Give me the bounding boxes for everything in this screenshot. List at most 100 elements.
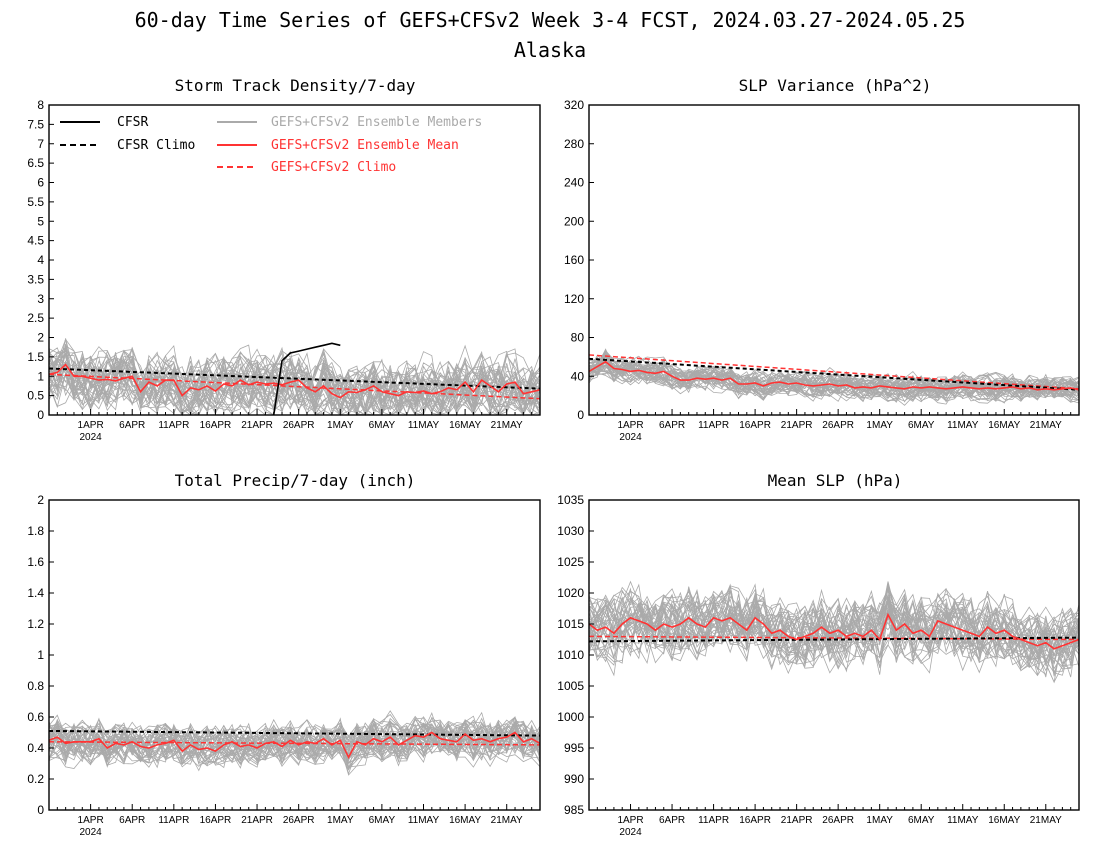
y-tick-label: 120 — [564, 292, 584, 306]
panel-title-slp-variance: SLP Variance (hPa^2) — [739, 76, 932, 95]
ensemble-member-line — [588, 594, 1080, 665]
x-tick-label: 1MAY — [866, 815, 893, 826]
x-tick-label: 1APR — [617, 420, 643, 431]
x-year-label: 2024 — [619, 432, 642, 443]
y-tick-label: 1035 — [557, 493, 584, 507]
y-tick-label: 2 — [37, 493, 44, 507]
x-tick-label: 6MAY — [908, 420, 935, 431]
ensemble-member-line — [588, 599, 1080, 665]
legend-cfsr-label: CFSR — [117, 115, 148, 130]
y-tick-label: 240 — [564, 176, 584, 190]
ensemble-member-line — [588, 590, 1080, 677]
ensemble-member-line — [588, 588, 1080, 684]
y-tick-label: 3 — [37, 292, 44, 306]
x-year-label: 2024 — [619, 827, 642, 838]
y-tick-label: 1.6 — [27, 555, 44, 569]
y-tick-label: 0 — [577, 408, 584, 422]
x-tick-label: 11MAY — [947, 420, 979, 431]
y-tick-label: 7 — [37, 137, 44, 151]
x-tick-label: 21APR — [241, 420, 273, 431]
figure-title: 60-day Time Series of GEFS+CFSv2 Week 3-… — [135, 8, 966, 32]
ensemble-member-line — [48, 353, 541, 416]
x-tick-label: 21MAY — [491, 815, 523, 826]
ensemble-member-line — [48, 351, 541, 416]
x-tick-label: 11MAY — [947, 815, 979, 826]
x-tick-label: 21APR — [781, 420, 813, 431]
x-tick-label: 21MAY — [1030, 420, 1062, 431]
x-tick-label: 21APR — [781, 815, 813, 826]
y-tick-label: 1 — [37, 369, 44, 383]
x-tick-label: 26APR — [822, 815, 854, 826]
y-tick-label: 1.5 — [27, 350, 44, 364]
cfsr-line-storm — [272, 342, 341, 416]
x-tick-label: 6MAY — [908, 815, 935, 826]
y-tick-label: 0 — [37, 803, 44, 817]
ensemble-member-line — [588, 359, 1080, 397]
legend-members-label: GEFS+CFSv2 Ensemble Members — [271, 115, 482, 130]
ensemble-member-line — [48, 352, 541, 417]
y-tick-label: 0 — [37, 408, 44, 422]
x-tick-label: 21MAY — [491, 420, 523, 431]
y-tick-label: 320 — [564, 98, 584, 112]
panel-storm-track-density: Storm Track Density/7-day 0 0.5 1 1.5 2 2.5 3 3… — [27, 76, 541, 443]
y-tick-label: 1 — [37, 648, 44, 662]
y-tick-label: 200 — [564, 214, 584, 228]
x-tick-label: 21APR — [241, 815, 273, 826]
y-tick-label: 1005 — [557, 679, 584, 693]
ensemble-member-line — [588, 587, 1080, 667]
ensemble-member-line — [48, 721, 541, 767]
ensemble-member-line — [48, 721, 541, 760]
gefs-climo-line-storm — [48, 373, 541, 400]
ensemble-member-line — [48, 350, 541, 416]
y-tick-label: 280 — [564, 137, 584, 151]
y-tick-label: 0.4 — [27, 741, 44, 755]
ensemble-member-line — [48, 345, 541, 417]
x-tick-label: 16APR — [739, 420, 771, 431]
y-tick-label: 7.5 — [27, 117, 44, 131]
x-tick-label: 6MAY — [369, 420, 396, 431]
y-tick-label: 0.8 — [27, 679, 44, 693]
y-tick-label: 2.5 — [27, 311, 44, 325]
ensemble-member-line — [588, 356, 1080, 402]
x-tick-label: 16MAY — [449, 420, 481, 431]
ensemble-member-line — [48, 716, 541, 764]
x-tick-label: 26APR — [822, 420, 854, 431]
ensemble-member-line — [48, 718, 541, 768]
x-tick-label: 11MAY — [408, 815, 440, 826]
x-tick-label: 11APR — [698, 815, 729, 826]
x-tick-label: 16MAY — [988, 420, 1020, 431]
x-tick-label: 16APR — [739, 815, 771, 826]
ensemble-members-storm — [48, 338, 541, 417]
x-tick-label: 1APR — [617, 815, 643, 826]
x-tick-label: 6MAY — [369, 815, 396, 826]
y-tick-label: 1030 — [557, 524, 584, 538]
x-tick-label: 11APR — [158, 420, 189, 431]
y-tick-label: 0.6 — [27, 710, 44, 724]
cfsr-climo-line-precip — [48, 729, 541, 737]
y-tick-label: 2 — [37, 331, 44, 345]
y-tick-label: 80 — [571, 331, 585, 345]
y-tick-label: 995 — [564, 741, 584, 755]
x-tick-label: 21MAY — [1030, 815, 1062, 826]
cfsr-climo-line-storm — [48, 367, 541, 390]
ensemble-member-line — [48, 717, 541, 770]
y-tick-label: 3.5 — [27, 272, 44, 286]
legend-ens-mean-label: GEFS+CFSv2 Ensemble Mean — [271, 138, 459, 153]
y-tick-label: 4.5 — [27, 234, 44, 248]
y-tick-label: 8 — [37, 98, 44, 112]
x-tick-label: 16MAY — [988, 815, 1020, 826]
ensemble-mean-line-slpvar — [588, 360, 1080, 391]
ensemble-member-line — [48, 716, 541, 772]
y-tick-label: 985 — [564, 803, 584, 817]
ensemble-mean-line-storm — [48, 363, 541, 399]
y-tick-label: 1025 — [557, 555, 584, 569]
y-tick-label: 990 — [564, 772, 584, 786]
y-tick-label: 5 — [37, 214, 44, 228]
panel-total-precip: Total Precip/7-day (inch) 0 0.2 0.4 0.6 0.8 1… — [27, 471, 541, 838]
panel-mean-slp: Mean SLP (hPa) 985 990 995 1000 1005 1010 1015… — [557, 471, 1080, 838]
ensemble-mean-line-slp — [588, 612, 1080, 650]
x-tick-label: 1MAY — [327, 815, 354, 826]
x-tick-label: 1APR — [78, 815, 104, 826]
x-tick-label: 16MAY — [449, 815, 481, 826]
